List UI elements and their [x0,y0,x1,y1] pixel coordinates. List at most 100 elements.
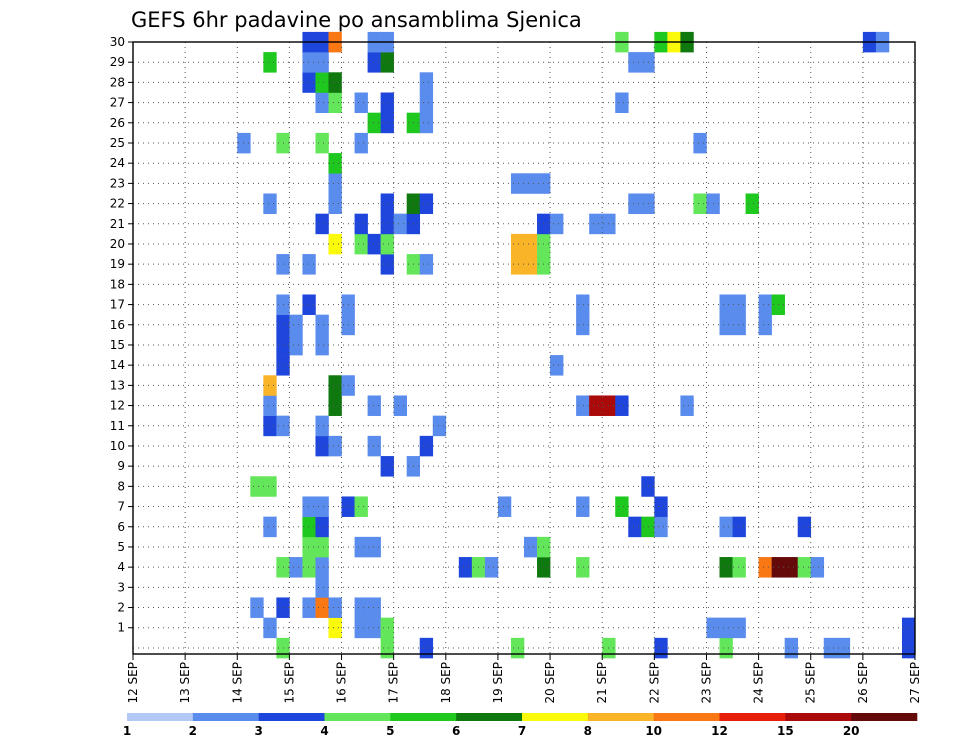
heatmap-cell [315,132,329,154]
heatmap-cell [315,435,329,457]
heatmap-cell [315,72,329,93]
heatmap-cell [419,112,434,134]
heatmap-cell [302,72,316,93]
heatmap-cell [797,516,812,538]
heatmap-cell [393,213,407,235]
y-tick-label: 13 [110,378,125,392]
heatmap-cell [380,92,394,113]
heatmap-cell [328,597,342,618]
y-tick-label: 25 [110,136,125,150]
x-tick-label: 22 SEP [647,662,661,704]
heatmap-cell [524,536,538,558]
heatmap-cell [641,476,655,497]
y-tick-label: 1 [117,621,125,635]
heatmap-cell [367,617,381,639]
heatmap-cell [419,254,434,275]
y-axis: 1234567891011121314151617181920212223242… [110,35,133,635]
heatmap-cell [315,314,329,336]
heatmap-cell [354,213,368,235]
y-tick-label: 24 [110,156,125,170]
heatmap-cell [380,52,394,73]
y-tick-label: 8 [117,479,125,493]
heatmap-cell [302,516,316,538]
x-tick-label: 16 SEP [335,662,349,704]
legend-label: 7 [518,724,526,738]
heatmap-cell [367,233,381,255]
heatmap-cell [354,597,368,618]
legend-swatch [785,713,852,721]
heatmap-cell [302,294,316,315]
heatmap-cell [615,496,629,517]
y-tick-label: 5 [117,540,125,554]
y-tick-label: 23 [110,176,125,190]
x-tick-label: 12 SEP [126,662,140,704]
heatmap-cell [315,516,329,538]
legend-swatch [851,713,918,721]
heatmap-cell [328,72,342,93]
heatmap-cell [315,415,329,437]
y-tick-label: 10 [110,439,125,453]
x-tick-label: 20 SEP [543,662,557,704]
heatmap-cell [654,637,668,659]
heatmap-cell [510,254,525,275]
heatmap-cell [719,557,733,578]
legend-swatch [324,713,391,721]
heatmap-cell [302,52,316,73]
heatmap-cell [315,536,329,558]
heatmap-cell [367,395,381,416]
y-tick-label: 11 [110,419,125,433]
x-axis: 12 SEP 13 SEP 14 SEP 15 SEP 16 SEP 17 SEP 18 S… [126,654,922,704]
x-tick-label: 18 SEP [439,662,453,704]
heatmap-cell [654,516,668,538]
heatmap-cell [510,173,525,194]
heatmap-cell [367,597,381,618]
heatmap-cell [497,496,512,517]
heatmap-cell [367,435,381,457]
heatmap-cell [510,637,525,659]
heatmap-cell [328,617,342,639]
heatmap-cell [354,617,368,639]
heatmap-cell [367,112,381,134]
heatmap-cell [419,435,434,457]
heatmap-cell [367,52,381,73]
y-tick-label: 19 [110,257,125,271]
heatmap-cell [732,314,746,336]
legend-swatch [192,713,259,721]
heatmap-cell [589,395,603,416]
legend-label: 8 [584,724,592,738]
y-tick-label: 21 [110,217,125,231]
heatmap-cell [315,496,329,517]
heatmap-cell [380,456,394,477]
legend-swatch [653,713,720,721]
color-legend: 1 2 3 4 5 6 7 8 10 12 15 20 [123,713,918,738]
y-tick-label: 30 [110,35,125,49]
x-tick-label: 24 SEP [752,662,766,704]
heatmap-cell [328,153,342,174]
heatmap-cell [510,233,525,255]
heatmap-cell [458,557,473,578]
heatmap-cell [328,173,342,194]
heatmap-cell [354,536,368,558]
heatmap-cell [302,254,316,275]
heatmap-cell [380,112,394,134]
heatmap-cell [641,193,655,214]
heatmap-cell [263,476,277,497]
chart-title: GEFS 6hr padavine po ansamblima Sjenica [131,8,582,32]
heatmap-cell [524,254,538,275]
heatmap-cell [550,355,564,376]
x-tick-label: 15 SEP [282,662,296,704]
heatmap-cell [615,395,629,416]
y-tick-label: 6 [117,520,125,534]
heatmap-cell [576,557,590,578]
y-tick-label: 29 [110,55,125,69]
heatmap-cell [719,314,733,336]
heatmap-cell [524,233,538,255]
heatmap-cell [784,637,798,659]
grid-layer [133,41,915,654]
heatmap-cell [745,193,759,214]
legend-label: 2 [189,724,197,738]
heatmap-cell [758,557,772,578]
y-tick-label: 16 [110,318,125,332]
y-tick-label: 27 [110,96,125,110]
